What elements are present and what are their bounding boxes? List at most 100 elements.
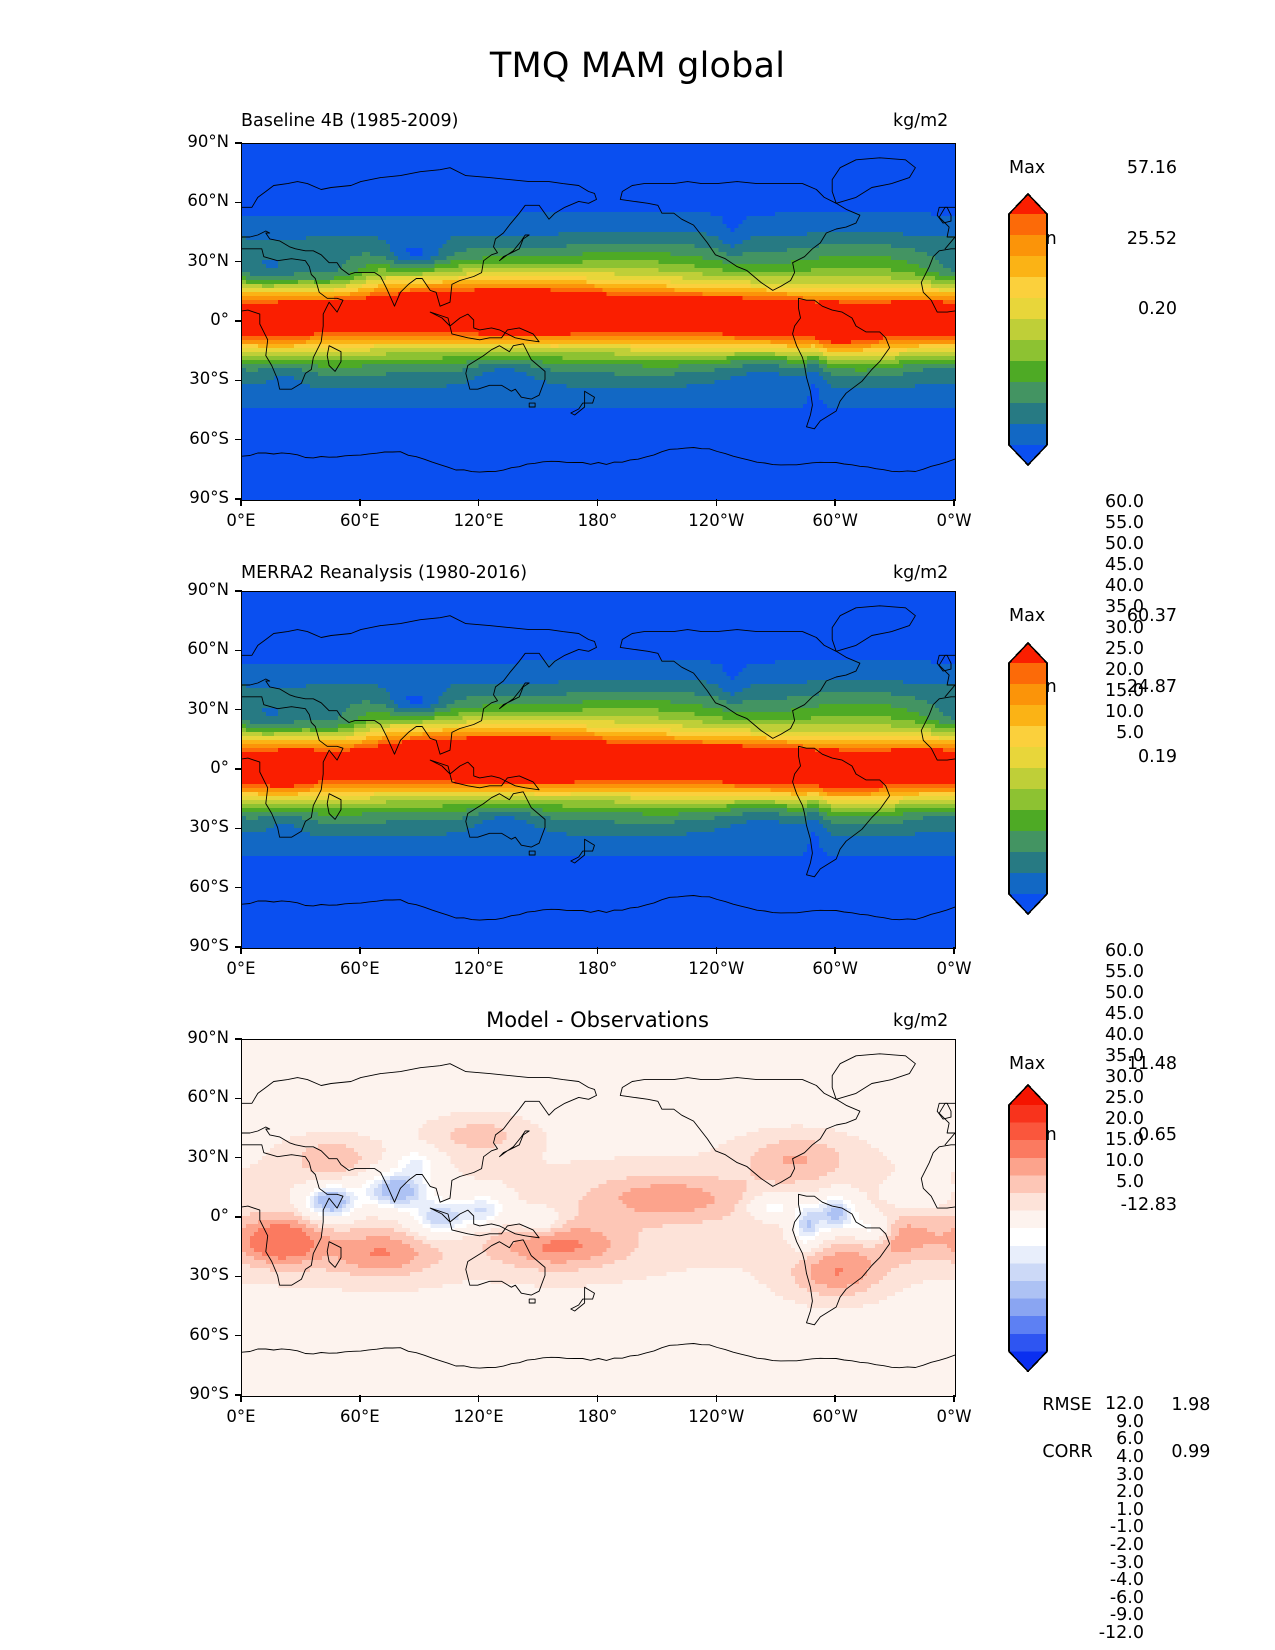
y-axis-tick-mark (235, 886, 242, 889)
y-axis-tick-mark (235, 1334, 242, 1337)
x-axis-tick-mark (359, 947, 361, 954)
panel-merra2-units: kg/m2 (893, 563, 949, 583)
x-axis-tick-mark (240, 947, 242, 954)
x-axis-tick-label: 180° (577, 959, 618, 978)
y-axis-tick-label: 90°S (189, 1384, 229, 1403)
stat-value: 0.65 (1138, 1124, 1177, 1145)
y-axis-tick-mark (235, 768, 242, 770)
x-axis-tick-label: 0°E (226, 1407, 256, 1426)
y-axis-tick-mark (235, 590, 242, 592)
y-axis-tick-mark (235, 1038, 242, 1040)
x-axis-tick-mark (834, 499, 836, 506)
y-axis-tick-mark (235, 320, 242, 322)
x-axis-tick-label: 180° (577, 511, 618, 530)
panel-difference-footer-stats: RMSE 1.98 CORR 0.99 (1009, 1370, 1210, 1488)
y-axis-tick-label: 60°N (187, 639, 229, 659)
y-axis-tick-label: 30°S (189, 1265, 229, 1285)
y-axis-tick-label: 0° (210, 758, 229, 777)
y-axis-tick-mark (235, 827, 242, 830)
x-axis-tick-label: 60°W (812, 959, 858, 978)
y-axis-tick-label: 30°N (187, 1146, 229, 1166)
colorbar-difference: 12.0 9.0 6.0 4.0 3.0 2.0 1.0 -1.0 -2.0 -3.0 -4.0 -6… (1008, 1084, 1156, 1642)
x-axis-tick-mark (477, 499, 480, 506)
stat-value: 11.48 (1126, 1054, 1177, 1074)
map-baseline[interactable] (241, 143, 956, 501)
stat-value: 60.37 (1126, 606, 1177, 626)
y-axis-tick-mark (235, 1275, 242, 1278)
x-axis-tick-label: 180° (577, 1407, 618, 1426)
y-axis-tick-mark (235, 260, 242, 263)
y-axis-tick-mark (235, 498, 242, 500)
y-axis-tick-mark (235, 946, 242, 948)
y-axis-tick-label: 90°N (187, 132, 229, 151)
x-axis-tick-label: 0°W (936, 959, 972, 978)
stat-value: 0.20 (1138, 299, 1177, 319)
map-difference[interactable] (241, 1039, 956, 1397)
y-axis-tick-mark (235, 708, 242, 711)
y-axis-tick-label: 30°N (187, 250, 229, 270)
y-axis-tick-mark (235, 649, 242, 652)
x-axis-tick-mark (359, 499, 361, 506)
x-axis-tick-label: 120°W (688, 511, 745, 530)
x-axis-tick-label: 60°E (339, 959, 380, 978)
x-axis-tick-label: 60°E (339, 1407, 380, 1426)
footer-stat-value: 1.98 (1171, 1394, 1211, 1415)
footer-stat-label: RMSE (1042, 1394, 1092, 1415)
x-axis-tick-label: 120°E (453, 959, 504, 978)
stat-value: -12.83 (1120, 1195, 1177, 1215)
y-axis-tick-mark (235, 1097, 242, 1100)
x-axis-tick-label: 0°W (936, 1407, 972, 1426)
y-axis-tick-label: 90°N (187, 580, 229, 599)
x-axis-tick-mark (359, 1395, 361, 1402)
y-axis-tick-label: 60°S (189, 428, 229, 448)
x-axis-tick-mark (596, 499, 599, 506)
y-axis-tick-label: 60°S (189, 1324, 229, 1344)
stat-value: 25.52 (1126, 228, 1177, 249)
y-axis-tick-label: 90°S (189, 936, 229, 955)
x-axis-tick-mark (953, 1395, 955, 1402)
x-axis-tick-mark (715, 947, 718, 954)
x-axis-tick-label: 60°W (812, 1407, 858, 1426)
x-axis-tick-label: 120°W (688, 959, 745, 978)
y-axis-tick-label: 60°N (187, 1087, 229, 1107)
stat-label: Max (1009, 158, 1046, 178)
x-axis-tick-mark (953, 947, 955, 954)
x-axis-tick-label: 120°E (453, 1407, 504, 1426)
x-axis-tick-mark (834, 1395, 836, 1402)
x-axis-tick-mark (715, 499, 718, 506)
x-axis-tick-mark (953, 499, 955, 506)
panel-difference-title: Model - Observations (486, 1008, 709, 1032)
footer-stat-label: CORR (1042, 1441, 1093, 1462)
panel-difference-units: kg/m2 (893, 1011, 949, 1031)
y-axis-tick-mark (235, 379, 242, 382)
x-axis-tick-label: 0°W (936, 511, 972, 530)
x-axis-tick-mark (240, 499, 242, 506)
x-axis-tick-mark (596, 947, 599, 954)
x-axis-tick-label: 60°W (812, 511, 858, 530)
colorbar-baseline: 60.0 55.0 50.0 45.0 40.0 35.0 30.0 25.0 20.0 15.0… (1008, 193, 1156, 741)
y-axis-tick-label: 30°S (189, 369, 229, 389)
x-axis-tick-mark (240, 1395, 242, 1402)
panel-baseline-title: Baseline 4B (1985-2009) (241, 111, 459, 131)
y-axis-tick-label: 30°S (189, 817, 229, 837)
y-axis-tick-label: 0° (210, 310, 229, 329)
y-axis-tick-label: 0° (210, 1206, 229, 1225)
stat-value: 24.87 (1126, 676, 1177, 697)
stat-value: 57.16 (1126, 158, 1177, 178)
map-merra2[interactable] (241, 591, 956, 949)
y-axis-tick-mark (235, 1216, 242, 1218)
x-axis-tick-label: 0°E (226, 511, 256, 530)
x-axis-tick-label: 60°E (339, 511, 380, 530)
x-axis-tick-mark (715, 1395, 718, 1402)
y-axis-tick-label: 60°S (189, 876, 229, 896)
y-axis-tick-label: 90°S (189, 488, 229, 507)
panel-merra2-title: MERRA2 Reanalysis (1980-2016) (241, 563, 528, 583)
stat-label: Max (1009, 606, 1046, 626)
y-axis-tick-mark (235, 201, 242, 204)
panel-baseline-units: kg/m2 (893, 111, 949, 131)
footer-stat-value: 0.99 (1171, 1441, 1211, 1462)
x-axis-tick-label: 120°E (453, 511, 504, 530)
stat-value: 0.19 (1138, 747, 1177, 767)
y-axis-tick-mark (235, 1394, 242, 1396)
